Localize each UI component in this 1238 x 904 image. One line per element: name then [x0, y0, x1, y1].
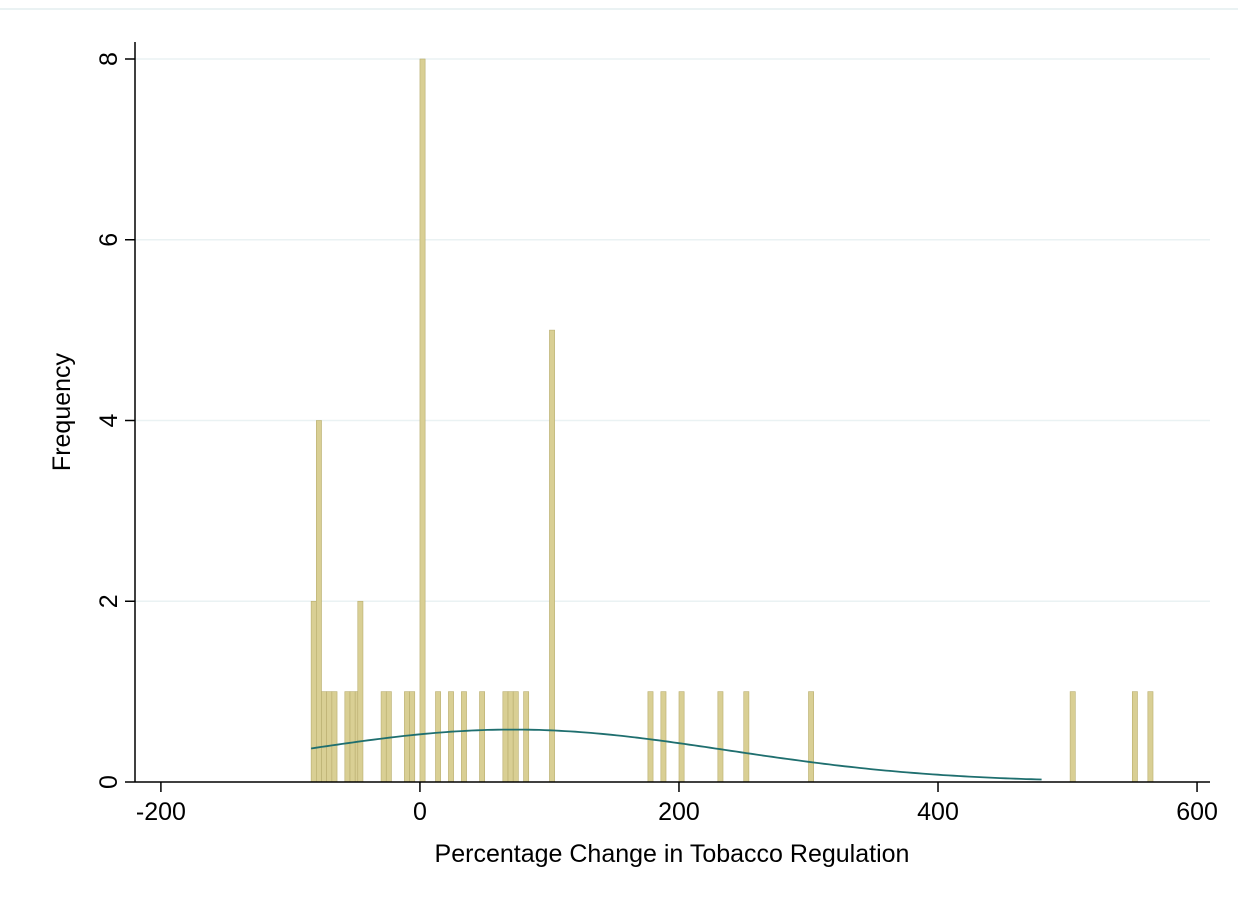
bar-20 [512, 691, 519, 783]
bar-6 [349, 691, 356, 783]
bar-23 [647, 691, 654, 783]
bar-25 [678, 691, 685, 783]
bar-27 [743, 691, 750, 783]
y-tick-label-0: 0 [95, 775, 123, 789]
bar-1 [316, 420, 322, 783]
bar-3 [326, 691, 333, 783]
bar-14 [435, 691, 441, 783]
x-tick-labels: -200 0 200 400 600 [136, 798, 1218, 826]
bar-31 [1147, 691, 1154, 783]
grid-lines [135, 58, 1210, 602]
bar-30 [1131, 691, 1138, 783]
bar-29 [1069, 691, 1076, 783]
axes [125, 42, 1210, 792]
bar-5 [344, 691, 351, 783]
x-tick-label-600: 600 [1176, 798, 1218, 826]
bar-8 [357, 600, 364, 783]
bar-24 [660, 691, 667, 783]
bar-13 [419, 58, 426, 783]
x-tick-label--200: -200 [136, 798, 186, 826]
bar-18 [502, 691, 509, 783]
density-curve-line [310, 728, 1042, 781]
bar-17 [479, 691, 485, 783]
x-axis-title: Percentage Change in Tobacco Regulation [435, 840, 910, 868]
normal-density-curve [310, 728, 1042, 781]
bar-26 [717, 691, 724, 783]
y-tick-label-8: 8 [95, 52, 123, 66]
bar-9 [380, 691, 387, 783]
bar-21 [523, 691, 530, 783]
bar-12 [409, 691, 416, 783]
y-axis-title: Frequency [48, 352, 76, 471]
y-tick-label-2: 2 [95, 594, 123, 608]
bar-2 [321, 691, 327, 783]
bar-22 [549, 329, 555, 783]
y-tick-label-6: 6 [95, 233, 123, 247]
bar-15 [448, 691, 454, 783]
bar-0 [310, 600, 317, 783]
x-tick-label-0: 0 [413, 798, 427, 826]
y-tick-labels: 0 2 4 6 8 [95, 52, 123, 789]
y-tick-label-4: 4 [95, 413, 123, 427]
x-tick-label-400: 400 [917, 798, 959, 826]
bar-16 [461, 691, 467, 783]
bar-4 [331, 691, 338, 783]
bar-11 [404, 691, 410, 783]
bar-28 [808, 691, 814, 783]
x-tick-label-200: 200 [658, 798, 700, 826]
bar-19 [507, 691, 514, 783]
